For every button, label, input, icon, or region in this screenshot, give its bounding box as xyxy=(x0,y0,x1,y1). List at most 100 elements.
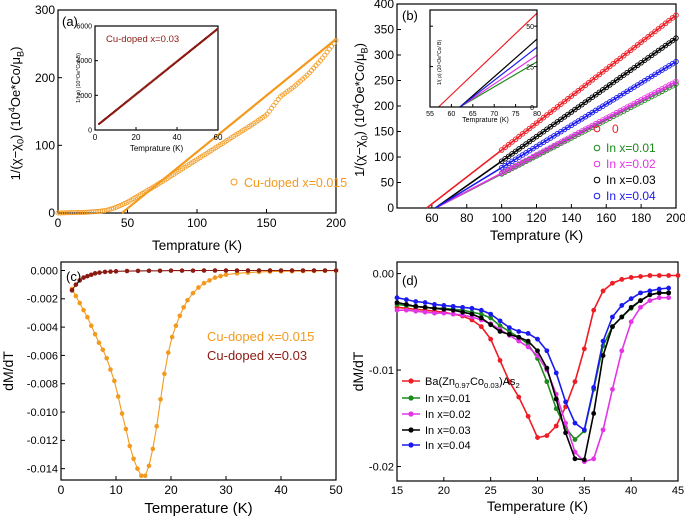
panel-c-data-point xyxy=(158,397,163,402)
panel-c-data-point xyxy=(196,285,201,290)
panel-a-ytick-label: 0 xyxy=(48,206,55,220)
panel-c-data-point xyxy=(97,270,102,275)
panel-b-xtick-label: 60 xyxy=(425,211,439,225)
panel-b-data-point xyxy=(659,23,665,29)
panel-d-data-point xyxy=(638,298,643,303)
panel-b-xtick-label: 160 xyxy=(596,211,616,225)
panel-c-xtick-label: 50 xyxy=(329,483,343,497)
panel-b-data-point xyxy=(568,93,575,99)
panel-d-data-point xyxy=(432,305,437,311)
panel-c-data-point xyxy=(278,268,284,273)
panel-d-data-point xyxy=(422,304,428,310)
panel-c-data-point xyxy=(300,268,306,273)
panel-b-data-point xyxy=(512,136,519,142)
panel-b-data-point xyxy=(498,147,505,153)
panel-a-xtick-label: 150 xyxy=(256,216,276,230)
panel-d-data-point xyxy=(619,348,625,354)
panel-d-data-point xyxy=(544,348,550,354)
panel-d-data-point xyxy=(628,319,634,325)
panel-c-data-point xyxy=(322,268,328,273)
panel-d-data-point xyxy=(572,420,578,426)
panel-a-data-point xyxy=(108,206,114,212)
panel-b-inset-ytick-label: 0 xyxy=(530,105,534,112)
panel-b-inset-line xyxy=(459,61,538,108)
panel-d-xtick-label: 45 xyxy=(672,485,684,497)
panel-d-legend-label: In x=0.04 xyxy=(425,440,471,452)
panel-c-data-point xyxy=(173,323,179,329)
panel-d-data-point xyxy=(656,273,662,278)
panel-d-data-point xyxy=(675,273,681,278)
panel-c-data-point xyxy=(146,463,152,469)
panel-b-inset-line xyxy=(459,54,538,108)
panel-b-xtick-label: 140 xyxy=(561,211,581,225)
panel-c-data-point xyxy=(212,275,218,280)
panel-d-data-point xyxy=(450,311,456,317)
panel-c-data-point xyxy=(85,273,90,279)
panel-d-xtick-label: 25 xyxy=(485,485,497,497)
panel-b-data-point xyxy=(523,128,529,134)
panel-d-data-point xyxy=(666,273,672,278)
panel-d-data-point xyxy=(647,288,653,294)
panel-d-data-point xyxy=(432,310,437,316)
panel-b-data-point xyxy=(533,120,540,126)
panel-b-data-point xyxy=(652,28,658,35)
panel-a-data-point xyxy=(104,207,110,213)
panel-d-data-point xyxy=(581,427,587,433)
panel-b-data-point xyxy=(617,55,623,62)
panel-d-data-point xyxy=(478,315,484,321)
panel-b-inset-ytick-label: 50 xyxy=(526,24,534,31)
panel-d-data-point xyxy=(600,353,606,358)
panel-a-data-point xyxy=(271,102,277,108)
panel-c-data-point xyxy=(168,268,174,273)
panel-b-ytick-label: 50 xyxy=(381,176,395,190)
panel-d-data-point xyxy=(610,324,615,330)
panel-d-data-point xyxy=(507,325,512,331)
panel-b-data-point xyxy=(537,117,543,124)
panel-b-inset-line xyxy=(438,12,538,108)
panel-d-data-point xyxy=(619,314,625,320)
panel-b-inset-bg xyxy=(430,10,537,107)
panel-a-xtick-label: 100 xyxy=(187,216,207,230)
panel-c-data-point xyxy=(119,411,125,416)
panel-d-data-point xyxy=(394,295,400,301)
panel-c-data-point xyxy=(179,268,185,273)
panel-d-legend-marker xyxy=(408,378,414,384)
panel-b-data-point xyxy=(613,58,620,64)
panel-c-data-point xyxy=(88,323,94,329)
panel-b-ytick-label: 250 xyxy=(374,74,394,88)
panel-d-data-point xyxy=(600,427,606,433)
panel-c-data-point xyxy=(81,307,86,313)
panel-d-data-point xyxy=(647,273,653,278)
panel-d-data-point xyxy=(544,365,550,371)
panel-d-data-point xyxy=(638,274,643,279)
panel-d-legend-label: In x=0.03 xyxy=(425,425,471,437)
panel-d-data-point xyxy=(666,285,672,291)
panel-c-data-point xyxy=(267,268,273,273)
panel-c-ytick-label: -0.006 xyxy=(27,350,58,362)
panel-a-ytick-label: 100 xyxy=(35,139,55,153)
panel-b-ytick-label: 100 xyxy=(374,150,394,164)
panel-d-data-point xyxy=(656,286,662,292)
panel-d-legend-label: In x=0.01 xyxy=(425,393,471,405)
panel-d-data-point xyxy=(535,348,540,354)
panel-b-data-point xyxy=(502,144,508,151)
panel-a-data-point xyxy=(322,52,328,58)
panel-b-data-point xyxy=(600,69,606,75)
panel-a-inset-frame xyxy=(94,25,219,131)
panel-c-xtick-label: 30 xyxy=(219,483,233,497)
panel-c-legend-label: Cu-doped x=0.03 xyxy=(207,348,307,363)
panel-b-data-point xyxy=(603,66,610,72)
panel-b-data-point xyxy=(589,77,596,83)
panel-c-data-point xyxy=(81,275,86,280)
panel-d-xtick-label: 15 xyxy=(391,485,403,497)
panel-b-inset-frame xyxy=(429,9,538,108)
panel-b-data-point xyxy=(673,58,679,65)
panel-b-data-point xyxy=(544,112,550,118)
panel-a-xlabel: Temprature (K) xyxy=(152,238,242,253)
panel-d-data-point xyxy=(563,399,568,405)
panel-c-xlabel: Temperature (K) xyxy=(144,500,252,517)
panel-c-data-point xyxy=(96,340,102,345)
panel-c-data-point xyxy=(127,443,133,449)
panel-d-data-point xyxy=(572,379,578,385)
panel-b-data-point xyxy=(624,50,630,56)
